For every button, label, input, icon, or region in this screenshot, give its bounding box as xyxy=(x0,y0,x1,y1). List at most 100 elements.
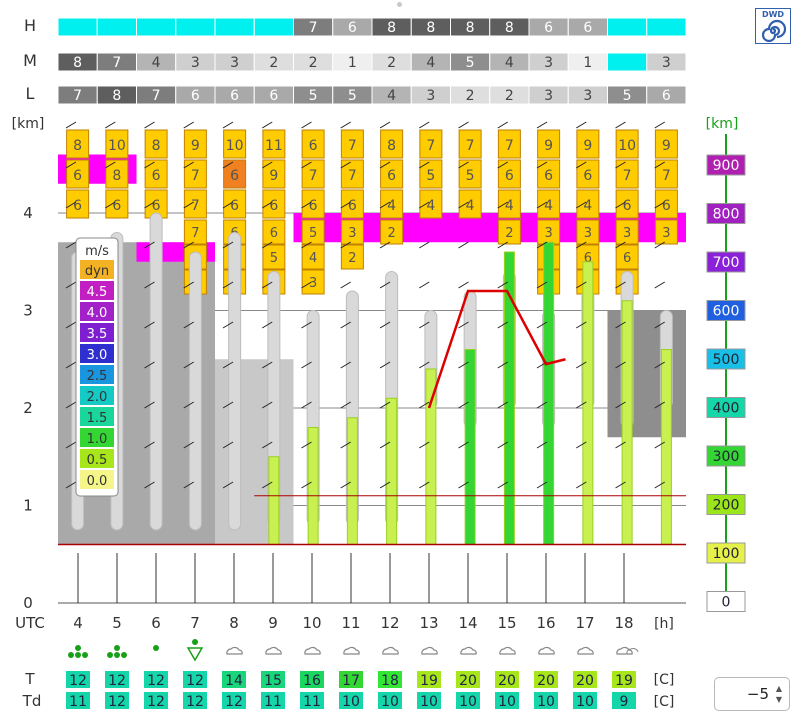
x-tick-label: 12 xyxy=(380,614,399,632)
wind-legend-label: 1.0 xyxy=(87,432,108,447)
altitude-chip xyxy=(706,348,746,370)
dewpoint-cell xyxy=(222,692,246,709)
wind-barb xyxy=(261,161,273,169)
logo-text: DWD xyxy=(761,10,785,19)
wind-barb xyxy=(458,161,469,169)
wind-barb xyxy=(654,321,666,329)
wind-barb xyxy=(575,321,587,329)
upper-cell xyxy=(458,189,482,219)
wind-legend-swatch xyxy=(80,260,114,279)
wind-legend-title: m/s xyxy=(85,244,109,259)
upper-value: 6 xyxy=(662,198,671,214)
upper-cell xyxy=(615,189,639,219)
cloud-icon xyxy=(626,648,639,655)
dewpoint-cell xyxy=(534,692,558,709)
dewpoint-value: 10 xyxy=(381,694,399,710)
dewpoint-row-label: Td xyxy=(22,692,42,710)
wind-barb xyxy=(340,161,352,169)
cloud-value-L: 3 xyxy=(426,88,435,104)
wind-barb xyxy=(575,361,587,369)
offset-spinbox[interactable]: −5 ▲ ▼ xyxy=(714,677,790,711)
x-tick-label: 4 xyxy=(73,614,83,632)
lower-value: 2 xyxy=(387,226,395,241)
cloud-value-L: 2 xyxy=(505,88,514,104)
wind-barb xyxy=(379,201,391,209)
chevron-down-icon[interactable]: ▼ xyxy=(775,695,783,704)
altitude-label: 600 xyxy=(713,304,740,320)
wind-legend-label: 4.0 xyxy=(87,306,108,321)
cloud-value-H: 6 xyxy=(348,20,357,36)
altitude-chip xyxy=(706,251,746,273)
dewpoint-cell xyxy=(495,692,519,709)
spinbox-value[interactable]: −5 xyxy=(746,685,769,703)
dewpoint-cell xyxy=(378,692,402,709)
wind-barb xyxy=(144,321,155,329)
wind-barb xyxy=(654,201,666,209)
wind-legend-label: 1.5 xyxy=(87,411,108,426)
x-axis-unit: [h] xyxy=(654,616,674,632)
dwd-logo: DWD xyxy=(755,8,791,44)
lower-cell xyxy=(340,244,364,270)
temp-value: 12 xyxy=(69,673,87,689)
dewpoint-cell xyxy=(66,692,90,709)
cloud-icon xyxy=(265,646,282,655)
altitude-label: 400 xyxy=(713,401,740,417)
dewpoint-value: 10 xyxy=(420,694,438,710)
upper-value: 9 xyxy=(583,138,592,154)
upper-value: 6 xyxy=(152,168,161,184)
row-label-H: H xyxy=(24,16,36,35)
wind-barb xyxy=(65,401,77,409)
thermal-bar xyxy=(346,417,358,545)
cloud-value-M: 8 xyxy=(73,55,82,71)
wind-barb xyxy=(379,361,391,369)
upper-cell xyxy=(144,159,168,189)
cloud-pillar xyxy=(149,212,163,531)
dewpoint-cell xyxy=(144,692,168,709)
upper-cell xyxy=(537,159,561,189)
upper-value: 7 xyxy=(623,168,632,184)
wind-barb xyxy=(654,361,666,369)
wind-legend-swatch xyxy=(80,281,114,300)
upper-cell xyxy=(105,189,129,219)
cloud-value-L: 5 xyxy=(348,88,357,104)
spinbox-arrows[interactable]: ▲ ▼ xyxy=(774,683,784,705)
cloud-icon xyxy=(421,646,438,655)
chevron-up-icon[interactable]: ▲ xyxy=(775,684,783,693)
temp-value: 14 xyxy=(225,673,243,689)
wind-legend-swatch xyxy=(80,323,114,342)
temp-cell xyxy=(300,671,324,688)
x-tick-label: 9 xyxy=(268,614,278,632)
wind-barb xyxy=(65,121,77,129)
lower-cell xyxy=(576,219,600,245)
x-tick-label: 7 xyxy=(190,614,200,632)
cloud-cell-H xyxy=(96,17,137,37)
cloud-value-M: 4 xyxy=(505,55,514,71)
altitude-chip xyxy=(706,445,746,467)
cloud-cell-M xyxy=(646,52,687,72)
cloud-value-L: 6 xyxy=(230,88,239,104)
wind-barb xyxy=(379,441,391,449)
wind-barb xyxy=(654,481,666,489)
lower-value: 3 xyxy=(584,226,592,241)
dewpoint-value: 11 xyxy=(69,694,87,710)
wind-barb xyxy=(222,281,234,289)
wind-barb xyxy=(301,441,312,449)
wind-barb xyxy=(261,321,273,329)
upper-cell xyxy=(262,159,286,189)
upper-value: 9 xyxy=(269,168,278,184)
wind-barb xyxy=(301,201,312,209)
upper-value: 6 xyxy=(348,198,357,214)
wind-barb xyxy=(418,241,430,249)
upper-cell xyxy=(223,189,247,219)
cloud-value-M: 2 xyxy=(309,55,318,71)
cloud-value-L: 6 xyxy=(191,88,200,104)
cloud-value-H: 8 xyxy=(505,20,514,36)
wind-barb xyxy=(340,201,352,209)
wind-barb xyxy=(536,121,548,129)
dewpoint-value: 10 xyxy=(576,694,594,710)
upper-value: 6 xyxy=(505,168,514,184)
wind-barb xyxy=(301,401,312,409)
upper-value: 6 xyxy=(623,198,632,214)
wind-barb xyxy=(497,241,509,249)
wind-legend-label: 0.0 xyxy=(87,474,108,489)
